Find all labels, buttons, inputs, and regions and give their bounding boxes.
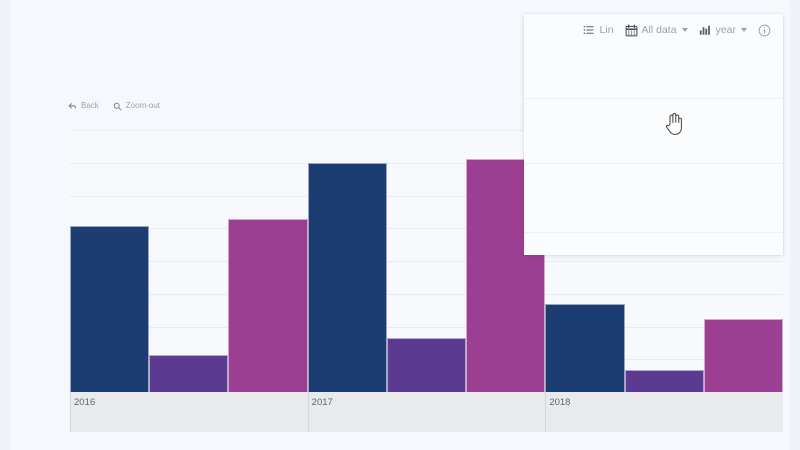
x-axis-label-2016[interactable]: 2016 — [74, 397, 96, 408]
calendar-icon — [625, 24, 638, 37]
gridline — [70, 293, 783, 295]
bar-2018-series-2[interactable] — [624, 370, 704, 392]
panel-divider — [524, 163, 783, 164]
info-icon — [758, 24, 771, 37]
left-edge-strip — [0, 0, 10, 450]
x-axis-separator — [307, 392, 309, 432]
date-range-dropdown[interactable]: All data — [625, 24, 688, 37]
granularity-label: year — [715, 23, 736, 36]
chevron-down-icon — [741, 28, 747, 32]
bar-2016-series-3[interactable] — [228, 219, 308, 392]
chart-nav-controls: Back Zoom-out — [68, 99, 160, 113]
gridline — [70, 162, 783, 164]
info-button[interactable] — [758, 24, 771, 37]
x-axis-separator — [70, 392, 71, 432]
zoom-out-button[interactable]: Zoom-out — [113, 102, 160, 111]
bar-2018-series-3[interactable] — [703, 319, 783, 392]
date-range-label: All data — [641, 23, 677, 36]
x-axis-band[interactable]: 2016 2017 2018 — [70, 392, 783, 432]
back-label: Back — [81, 101, 99, 110]
gridline — [70, 195, 783, 197]
panel-divider — [524, 98, 783, 99]
chart-options-toolbar: Lin All data — [524, 14, 783, 46]
bar-2016-series-2[interactable] — [149, 355, 229, 392]
x-axis-label-2018[interactable]: 2018 — [549, 397, 571, 408]
panel-divider — [524, 232, 783, 233]
legend-toggle-label: Lin — [599, 23, 614, 36]
x-axis-separator — [545, 392, 547, 432]
back-button[interactable]: Back — [68, 102, 99, 111]
legend-toggle-button[interactable]: Lin — [583, 24, 614, 37]
zoom-out-label: Zoom-out — [125, 101, 161, 110]
chart-options-panel[interactable]: Lin All data — [524, 14, 783, 255]
list-icon — [583, 24, 596, 37]
chart-plot-area[interactable]: $0.00$250.00K$500.00K$750.00K$1.00M$1.25… — [70, 130, 783, 393]
granularity-dropdown[interactable]: year — [699, 24, 747, 37]
x-axis-label-2017[interactable]: 2017 — [311, 397, 333, 408]
right-edge-strip — [790, 0, 800, 450]
bar-2017-series-2[interactable] — [386, 338, 467, 392]
gridline — [70, 130, 783, 131]
bar-2016-series-1[interactable] — [70, 225, 150, 392]
chevron-down-icon — [681, 28, 688, 32]
gridline — [70, 261, 783, 262]
magnifier-icon — [113, 102, 122, 111]
gridline — [70, 228, 783, 230]
back-arrow-icon — [68, 102, 77, 111]
gridline — [70, 326, 783, 328]
bar-2018-series-1[interactable] — [545, 304, 625, 392]
bar-2017-series-1[interactable] — [307, 162, 387, 392]
bar-chart-icon — [699, 24, 712, 37]
